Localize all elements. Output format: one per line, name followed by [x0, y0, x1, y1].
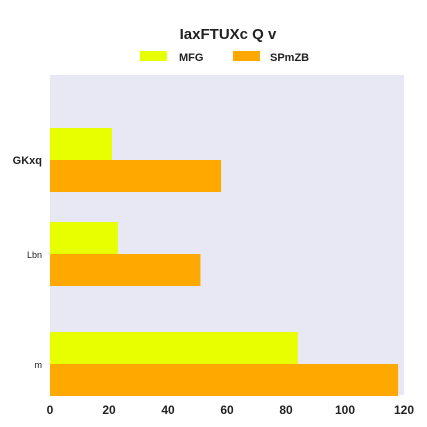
legend-swatch-mfg [140, 51, 167, 61]
legend-swatch-spmzb [233, 51, 260, 61]
x-tick-label: 0 [47, 403, 54, 417]
legend-label-mfg: MFG [179, 52, 203, 64]
bar-spmzb-gkxq [50, 160, 222, 192]
bar-mfg-lbn [50, 222, 118, 254]
y-category-label: GKxq [13, 155, 42, 167]
x-tick-label: 60 [220, 403, 234, 417]
bar-spmzb-m [50, 364, 399, 396]
bars [50, 128, 399, 396]
x-tick-label: 120 [394, 403, 414, 417]
x-tick-label: 20 [102, 403, 116, 417]
y-category-label: Lbn [27, 250, 42, 260]
x-axis-ticks: 0 20 40 60 80 100 120 [47, 403, 415, 417]
bar-mfg-m [50, 332, 298, 364]
y-category-label: m [35, 360, 43, 370]
x-tick-label: 100 [335, 403, 355, 417]
y-axis-labels: GKxq Lbn m [13, 155, 42, 370]
bar-mfg-gkxq [50, 128, 112, 160]
x-tick-label: 80 [279, 403, 293, 417]
legend-label-spmzb: SPmZB [270, 52, 309, 64]
x-tick-label: 40 [161, 403, 175, 417]
chart-title: IaxFTUXc Q v [180, 26, 277, 43]
legend: MFG SPmZB [140, 51, 309, 64]
bar-spmzb-lbn [50, 254, 201, 286]
